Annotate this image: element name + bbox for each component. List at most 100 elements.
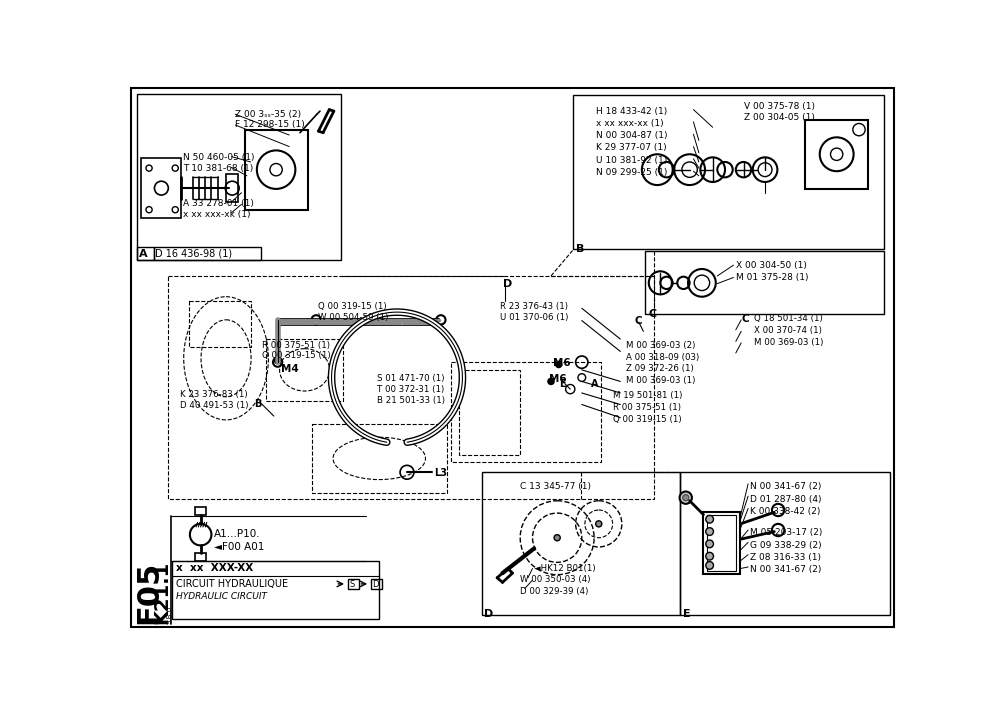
- Bar: [703, 513, 740, 574]
- Bar: [459, 370, 520, 455]
- Bar: [451, 362, 601, 462]
- Text: T 10 381-68 (1): T 10 381-68 (1): [183, 164, 253, 173]
- Bar: [137, 247, 154, 260]
- Text: L3: L3: [434, 468, 447, 478]
- Text: CIRCUIT HYDRAULIQUE: CIRCUIT HYDRAULIQUE: [176, 578, 288, 588]
- Text: A: A: [591, 379, 599, 389]
- Bar: [266, 339, 343, 401]
- Text: M 00 369-03 (1): M 00 369-03 (1): [754, 338, 824, 346]
- Circle shape: [680, 491, 692, 504]
- Text: T 00 372-31 (1): T 00 372-31 (1): [377, 385, 444, 394]
- Text: H 18 433-42 (1): H 18 433-42 (1): [596, 106, 667, 115]
- Text: B: B: [254, 399, 261, 409]
- Text: HYDRAULIC CIRCUIT: HYDRAULIC CIRCUIT: [176, 592, 267, 600]
- Text: D: D: [503, 279, 513, 289]
- Text: S 01 471-70 (1): S 01 471-70 (1): [377, 375, 444, 384]
- Bar: [195, 553, 206, 561]
- Text: K 00 338-42 (2): K 00 338-42 (2): [750, 507, 820, 516]
- Text: D 40 491-53 (1): D 40 491-53 (1): [180, 401, 248, 410]
- Text: D: D: [372, 580, 379, 589]
- Text: N 50 460-05 (1): N 50 460-05 (1): [183, 153, 254, 161]
- Text: B: B: [576, 244, 584, 254]
- Text: X 00 304-50 (1): X 00 304-50 (1): [736, 261, 807, 270]
- Circle shape: [556, 361, 562, 367]
- Bar: [245, 130, 308, 210]
- Text: D: D: [484, 609, 493, 619]
- Text: V 00 375-78 (1): V 00 375-78 (1): [744, 102, 814, 111]
- Bar: [573, 95, 884, 249]
- Text: R 00 375-51 (1): R 00 375-51 (1): [262, 341, 330, 350]
- Text: R 23 376-43 (1): R 23 376-43 (1): [500, 302, 568, 311]
- Text: F 12 298-15 (1): F 12 298-15 (1): [235, 120, 305, 130]
- Text: U 01 370-06 (1): U 01 370-06 (1): [500, 313, 569, 322]
- Text: A 00 318-09 (03): A 00 318-09 (03): [626, 353, 700, 362]
- Text: M 05 203-17 (2): M 05 203-17 (2): [750, 528, 822, 537]
- Text: M 01 375-28 (1): M 01 375-28 (1): [736, 273, 808, 282]
- Text: A1...P10.: A1...P10.: [214, 530, 260, 539]
- Text: R 00 375-51 (1): R 00 375-51 (1): [613, 403, 681, 412]
- Text: Q 18 501-34 (1): Q 18 501-34 (1): [754, 314, 823, 324]
- Bar: [482, 472, 680, 615]
- Text: N 00 341-67 (2): N 00 341-67 (2): [750, 566, 821, 574]
- Bar: [680, 472, 890, 615]
- Text: Q 00 319-15 (1): Q 00 319-15 (1): [262, 351, 331, 360]
- Bar: [645, 251, 884, 314]
- Text: Q 00 319-15 (1): Q 00 319-15 (1): [613, 414, 681, 423]
- Circle shape: [706, 515, 713, 523]
- Text: A: A: [139, 249, 148, 259]
- Circle shape: [683, 495, 689, 501]
- Text: Z 00 3ₛₛ-35 (2): Z 00 3ₛₛ-35 (2): [235, 110, 301, 119]
- Bar: [172, 561, 379, 620]
- Text: 9.B.0: 9.B.0: [166, 606, 172, 624]
- Text: K21.1: K21.1: [152, 561, 171, 624]
- Text: x xx xxx-xx (1): x xx xxx-xx (1): [596, 119, 663, 128]
- Text: N 09 299-25 (1): N 09 299-25 (1): [596, 168, 667, 177]
- Text: U 10 381-92 (1): U 10 381-92 (1): [596, 156, 667, 165]
- Bar: [805, 120, 868, 189]
- Text: W 00 504-59 (1): W 00 504-59 (1): [318, 313, 389, 322]
- Bar: [312, 424, 447, 493]
- Circle shape: [706, 552, 713, 560]
- Text: K 29 377-07 (1): K 29 377-07 (1): [596, 144, 666, 152]
- Text: D 01 287-80 (4): D 01 287-80 (4): [750, 495, 821, 503]
- Text: N 00 304-87 (1): N 00 304-87 (1): [596, 131, 667, 140]
- Text: S: S: [349, 580, 355, 589]
- Bar: [189, 301, 251, 347]
- Text: M4: M4: [282, 364, 299, 374]
- Text: M6: M6: [553, 358, 571, 367]
- Text: ◄F00 A01: ◄F00 A01: [214, 542, 264, 552]
- Circle shape: [548, 378, 554, 384]
- Text: x  xx  XXX-XX: x xx XXX-XX: [176, 563, 253, 573]
- Circle shape: [706, 540, 713, 548]
- Text: M 00 369-03 (1): M 00 369-03 (1): [626, 376, 696, 385]
- Text: G 09 338-29 (2): G 09 338-29 (2): [750, 541, 821, 550]
- Bar: [348, 579, 358, 588]
- Bar: [137, 94, 341, 260]
- Circle shape: [706, 527, 713, 535]
- Text: Z 09 372-26 (1): Z 09 372-26 (1): [626, 365, 694, 374]
- Text: Z 00 304-05 (1): Z 00 304-05 (1): [744, 113, 814, 122]
- Bar: [154, 247, 261, 260]
- Bar: [707, 515, 736, 571]
- Text: M6: M6: [549, 375, 567, 384]
- Bar: [371, 579, 382, 588]
- Bar: [168, 276, 654, 499]
- Text: D 00 329-39 (4): D 00 329-39 (4): [520, 587, 589, 596]
- Text: C 13 345-77 (1): C 13 345-77 (1): [520, 482, 591, 491]
- Text: C: C: [741, 314, 749, 324]
- Text: E: E: [683, 609, 690, 619]
- Text: B 21 501-33 (1): B 21 501-33 (1): [377, 396, 445, 405]
- Circle shape: [706, 561, 713, 569]
- Text: M 00 369-03 (2): M 00 369-03 (2): [626, 341, 696, 350]
- Text: F05: F05: [135, 561, 164, 624]
- Text: M 19 501-81 (1): M 19 501-81 (1): [613, 392, 682, 401]
- Text: W 00 350-03 (4): W 00 350-03 (4): [520, 576, 591, 584]
- Text: Z 08 316-33 (1): Z 08 316-33 (1): [750, 553, 821, 562]
- Circle shape: [275, 358, 281, 364]
- Text: x xx xxx-xk (1): x xx xxx-xk (1): [183, 210, 250, 219]
- Text: K 23 376-83 (1): K 23 376-83 (1): [180, 390, 247, 399]
- Text: ◄HK12 B01(1): ◄HK12 B01(1): [534, 564, 596, 573]
- Bar: [226, 174, 238, 202]
- Text: E: E: [559, 379, 566, 389]
- Text: A 33 278-01 (1): A 33 278-01 (1): [183, 199, 254, 208]
